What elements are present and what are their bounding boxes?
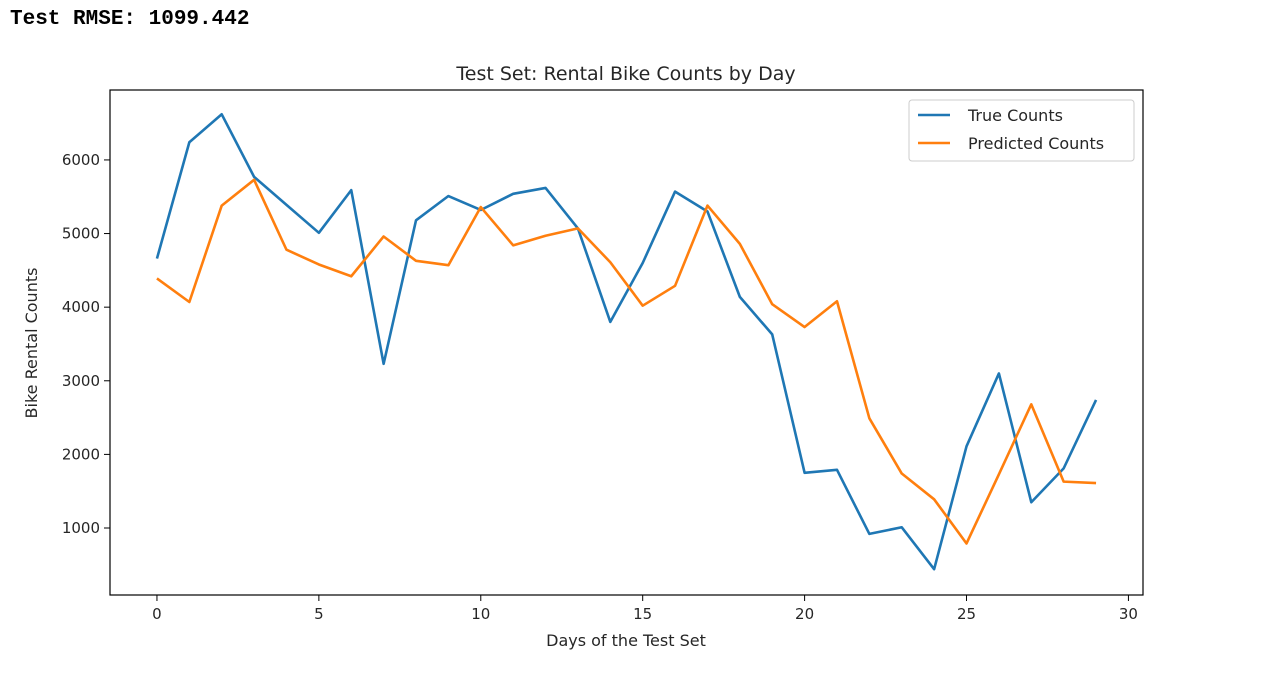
x-tick-label: 5	[314, 605, 324, 623]
y-axis: 1000 2000 3000 4000 5000 6000	[62, 151, 110, 537]
x-tick-label: 30	[1119, 605, 1138, 623]
x-tick-label: 25	[957, 605, 976, 623]
x-tick-label: 0	[152, 605, 162, 623]
x-tick-label: 15	[633, 605, 652, 623]
y-axis-label: Bike Rental Counts	[22, 268, 41, 419]
series-line-predicted-counts	[156, 178, 1097, 545]
y-tick-label: 6000	[62, 151, 100, 169]
series-layer	[155, 112, 1098, 571]
x-axis-label: Days of the Test Set	[546, 631, 706, 650]
legend-label: Predicted Counts	[968, 134, 1104, 153]
y-tick-label: 1000	[62, 519, 100, 537]
output-text: Test RMSE: 1099.442	[10, 8, 250, 31]
series-line-true-counts	[155, 112, 1098, 571]
x-axis: 0 5 10 15 20 25 30	[152, 595, 1138, 623]
y-tick-label: 5000	[62, 225, 100, 243]
chart-title: Test Set: Rental Bike Counts by Day	[455, 63, 795, 85]
legend: True Counts Predicted Counts	[908, 99, 1135, 162]
x-tick-label: 10	[471, 605, 490, 623]
legend-box	[908, 99, 1135, 162]
x-tick-label: 20	[795, 605, 814, 623]
legend-label: True Counts	[967, 106, 1063, 125]
y-tick-label: 3000	[62, 372, 100, 390]
y-tick-label: 2000	[62, 445, 100, 463]
y-tick-label: 4000	[62, 298, 100, 316]
plot-frame	[109, 89, 1144, 596]
